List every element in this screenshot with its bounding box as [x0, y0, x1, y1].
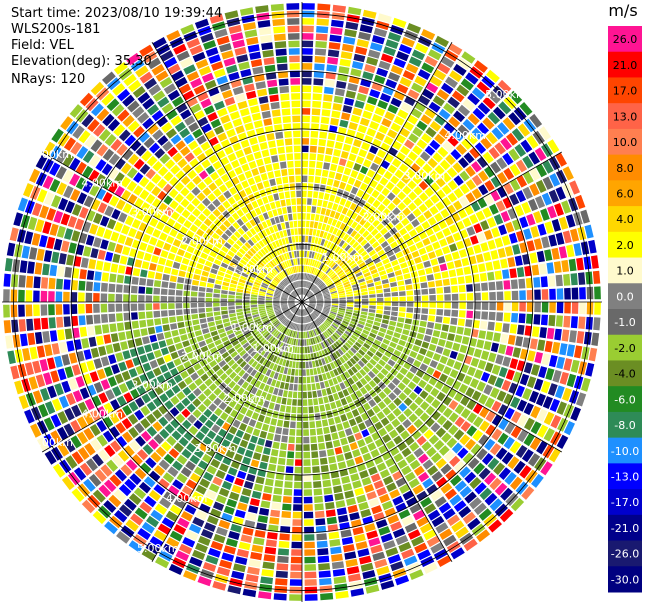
range-ring-label: 5.00km — [31, 148, 73, 161]
colorbar-cell — [608, 128, 642, 156]
colorbar-cell — [608, 334, 642, 361]
colorbar-cell — [608, 463, 642, 490]
colorbar-cell — [608, 103, 642, 130]
colorbar-tick-label: -8.0 — [614, 419, 635, 432]
colorbar-cell — [608, 180, 642, 207]
colorbar-tick-label: -30.0 — [611, 573, 639, 586]
velocity-gate-group — [12, 18, 600, 580]
range-ring-label: 1.00km — [322, 251, 364, 264]
velocity-gates — [3, 3, 601, 601]
range-ring-label: 3.00km — [404, 170, 446, 183]
range-ring-label: 3.00km — [131, 379, 173, 392]
range-ring-label: 3.00km — [195, 442, 237, 455]
velocity-colorbar: m/s 26.0 21.0 17.0 13.0 10.0 8.0 6.0 4.0 2.0 1.0 0… — [608, 1, 642, 593]
azimuth-spokes — [2, 2, 602, 602]
colorbar-tick-label: 4.0 — [616, 213, 634, 226]
colorbar-tick-label: -17.0 — [611, 496, 639, 509]
range-ring-label: 1.00km — [231, 321, 273, 334]
colorbar-cells: 26.0 21.0 17.0 13.0 10.0 8.0 6.0 4.0 2.0 1.0 0.0 -1… — [608, 26, 642, 593]
range-ring-label: 4.00km — [166, 492, 208, 505]
colorbar-cell — [608, 154, 642, 181]
range-ring-label: 2.00km — [181, 350, 223, 363]
range-ring-label: 3.00km — [131, 205, 173, 218]
colorbar-cell — [608, 26, 642, 53]
colorbar-cell — [608, 489, 642, 516]
colorbar-cell — [608, 566, 642, 593]
colorbar-cell — [608, 51, 642, 78]
velocity-gate-group — [3, 3, 591, 601]
colorbar-tick-label: 26.0 — [613, 33, 638, 46]
colorbar-tick-label: 8.0 — [616, 162, 634, 175]
azimuth-spoke — [301, 41, 453, 303]
colorbar-tick-label: 13.0 — [613, 110, 638, 123]
nrays-label: NRays: 120 — [11, 72, 86, 87]
velocity-gate-group — [14, 17, 601, 599]
range-ring-label: 4.00km — [444, 129, 486, 142]
velocity-gate-group — [4, 32, 578, 585]
colorbar-tick-label: -2.0 — [614, 342, 635, 355]
colorbar-cell — [608, 77, 642, 104]
range-ring-label: 5.00km — [31, 436, 73, 449]
azimuth-spoke — [151, 301, 303, 563]
range-ring-label: 2.00km — [363, 210, 405, 223]
colorbar-cell — [608, 231, 642, 259]
instrument-label: WLS200s-181 — [11, 22, 101, 37]
colorbar-cell — [608, 386, 642, 413]
range-ring-label: 4.00km — [81, 177, 123, 190]
colorbar-cell — [608, 257, 642, 284]
colorbar-cell — [608, 283, 642, 310]
colorbar-tick-label: 6.0 — [616, 188, 634, 201]
colorbar-tick-label: -21.0 — [611, 522, 639, 535]
velocity-gate-group — [57, 5, 568, 573]
start-time-label: Start time: 2023/08/10 19:39:44 — [11, 6, 223, 21]
colorbar-tick-label: 10.0 — [613, 136, 638, 149]
colorbar-tick-label: 17.0 — [613, 85, 638, 98]
range-ring-label: 2.00km — [224, 392, 266, 405]
azimuth-spoke — [41, 151, 303, 303]
range-ring-label: 1.00km — [252, 342, 294, 355]
range-ring-label: 2.00km — [181, 234, 223, 247]
colorbar-cell — [608, 437, 642, 464]
ppi-scan-plot: 1.00km 1.00km 1.00km 1.00km 2.00km 2.00km 2.00… — [2, 2, 602, 602]
colorbar-cell — [608, 540, 642, 567]
colorbar-tick-label: 0.0 — [616, 290, 634, 303]
range-ring-label: 5.00km — [485, 88, 527, 101]
range-ring-label: 5.00km — [137, 542, 179, 555]
colorbar-cell — [608, 360, 642, 387]
colorbar-title: m/s — [608, 1, 637, 20]
azimuth-spoke — [301, 301, 453, 563]
colorbar-cell — [608, 206, 642, 233]
colorbar-tick-label: -1.0 — [614, 316, 635, 329]
colorbar-tick-label: -13.0 — [611, 471, 639, 484]
colorbar-tick-label: 21.0 — [613, 59, 638, 72]
azimuth-spoke — [41, 301, 303, 453]
azimuth-spoke — [301, 301, 563, 453]
azimuth-spoke — [151, 41, 303, 303]
colorbar-tick-label: -10.0 — [611, 445, 639, 458]
range-ring-label: 4.00km — [81, 407, 123, 420]
colorbar-tick-label: -26.0 — [611, 548, 639, 561]
colorbar-tick-label: 2.0 — [616, 239, 634, 252]
colorbar-tick-label: -6.0 — [614, 393, 635, 406]
azimuth-spoke — [301, 151, 563, 303]
field-label: Field: VEL — [11, 38, 74, 53]
elevation-label: Elevation(deg): 35.30 — [11, 54, 152, 69]
colorbar-cell — [608, 411, 642, 439]
range-ring-labels: 1.00km 1.00km 1.00km 1.00km 2.00km 2.00km 2.00… — [31, 88, 526, 555]
colorbar-tick-label: 1.0 — [616, 265, 634, 278]
colorbar-tick-label: -4.0 — [614, 368, 635, 381]
range-ring-label: 1.00km — [231, 263, 273, 276]
colorbar-cell — [608, 309, 642, 336]
colorbar-cell — [608, 514, 642, 542]
